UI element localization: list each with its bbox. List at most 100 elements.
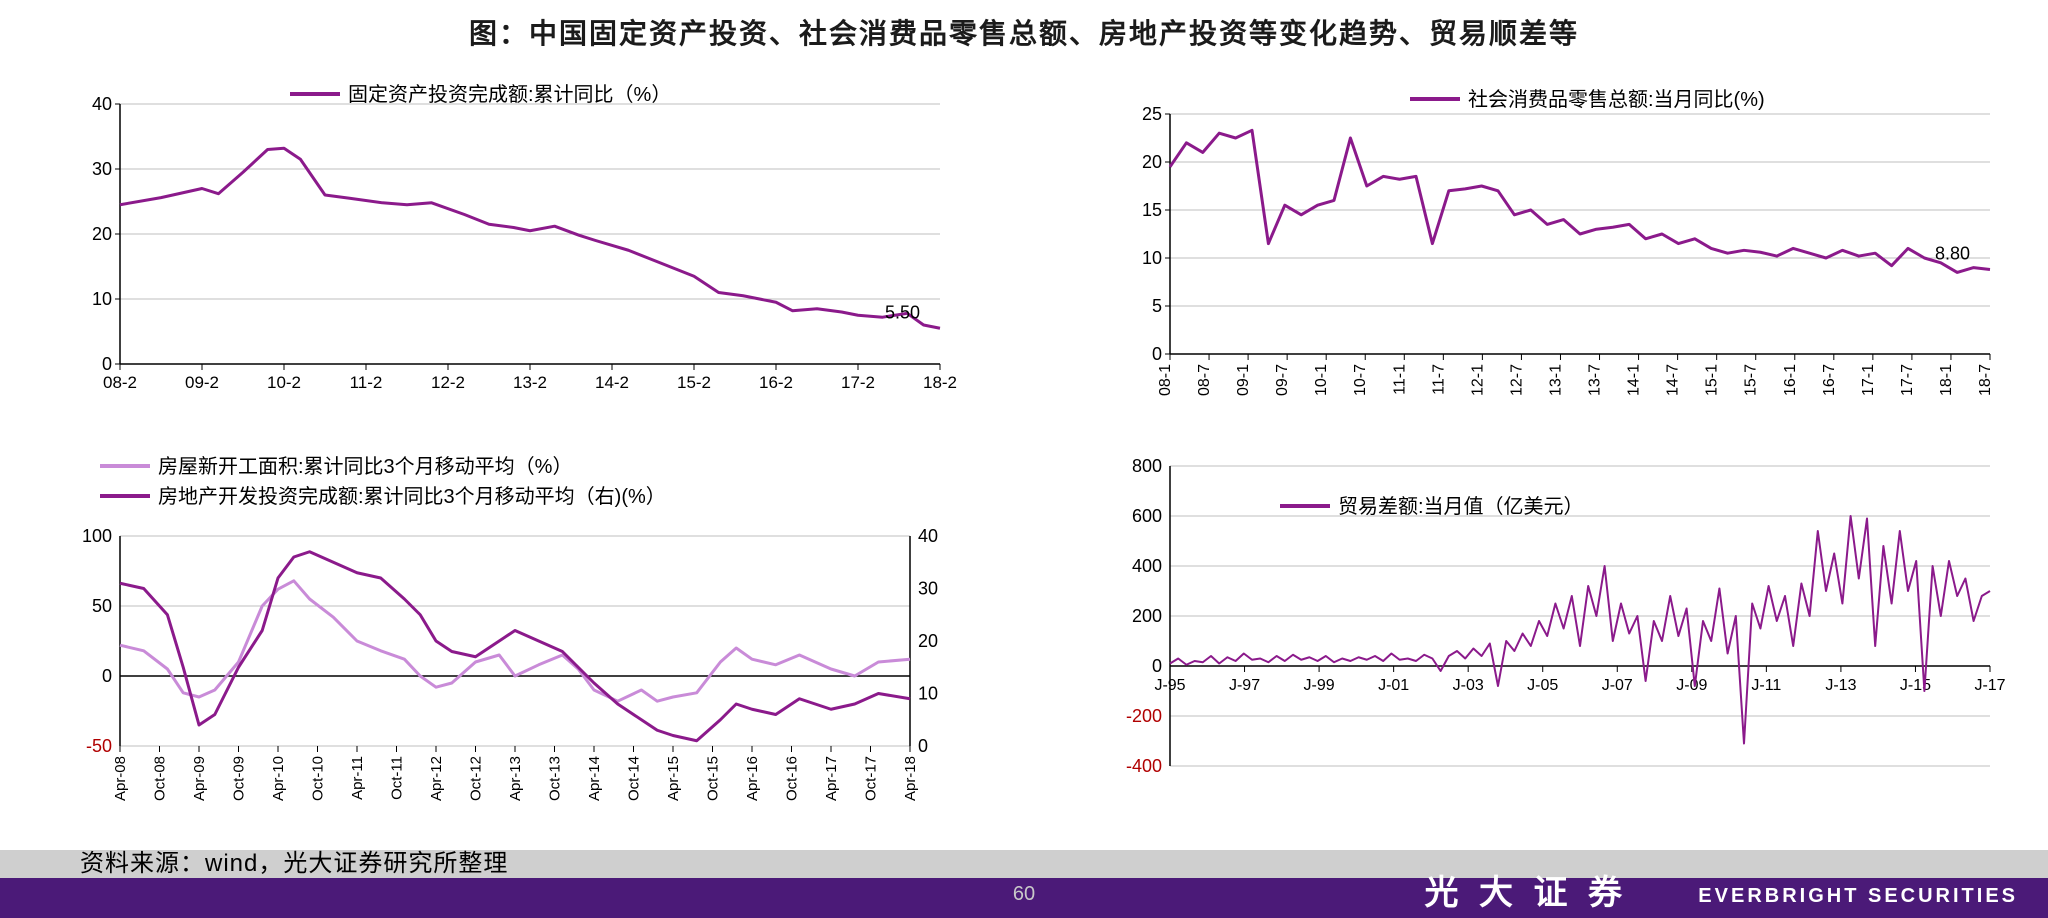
svg-text:-50: -50 [86, 736, 112, 756]
svg-text:15-2: 15-2 [677, 373, 711, 392]
svg-text:16-1: 16-1 [1782, 364, 1799, 396]
svg-text:20: 20 [918, 631, 938, 651]
svg-text:J-15: J-15 [1900, 677, 1931, 694]
svg-text:贸易差额:当月值（亿美元）: 贸易差额:当月值（亿美元） [1338, 495, 1584, 518]
svg-text:0: 0 [1152, 656, 1162, 676]
svg-text:Apr-15: Apr-15 [665, 756, 682, 801]
svg-text:0: 0 [918, 736, 928, 756]
svg-text:Apr-10: Apr-10 [270, 756, 287, 801]
svg-text:10-7: 10-7 [1352, 364, 1369, 396]
svg-text:J-95: J-95 [1154, 677, 1185, 694]
svg-text:Oct-10: Oct-10 [310, 756, 327, 801]
svg-text:J-99: J-99 [1304, 677, 1335, 694]
svg-text:Apr-11: Apr-11 [349, 756, 366, 800]
svg-text:10: 10 [1142, 248, 1162, 268]
svg-text:房屋新开工面积:累计同比3个月移动平均（%）: 房屋新开工面积:累计同比3个月移动平均（%） [158, 455, 572, 478]
svg-text:-400: -400 [1126, 756, 1162, 776]
svg-text:Apr-14: Apr-14 [586, 756, 603, 801]
svg-text:14-7: 14-7 [1665, 364, 1682, 396]
chart-grid: 01020304008-209-210-211-212-213-214-215-… [0, 60, 2048, 850]
svg-text:40: 40 [918, 526, 938, 546]
svg-text:18-2: 18-2 [923, 373, 957, 392]
chart-retail-sales: 051015202508-108-709-109-710-110-711-111… [1080, 64, 2030, 434]
svg-text:J-01: J-01 [1378, 677, 1409, 694]
svg-text:10: 10 [92, 289, 112, 309]
svg-text:15: 15 [1142, 200, 1162, 220]
svg-text:0: 0 [1152, 344, 1162, 364]
svg-text:固定资产投资完成额:累计同比（%）: 固定资产投资完成额:累计同比（%） [348, 83, 671, 106]
svg-text:10-1: 10-1 [1313, 364, 1330, 396]
svg-text:10-2: 10-2 [267, 373, 301, 392]
svg-text:15-1: 15-1 [1704, 364, 1721, 396]
svg-text:09-7: 09-7 [1274, 364, 1291, 396]
svg-text:J-07: J-07 [1602, 677, 1633, 694]
svg-text:14-2: 14-2 [595, 373, 629, 392]
svg-text:J-11: J-11 [1751, 677, 1781, 694]
svg-text:Apr-18: Apr-18 [902, 756, 919, 801]
svg-text:25: 25 [1142, 104, 1162, 124]
svg-text:Oct-11: Oct-11 [389, 756, 406, 800]
page-number: 60 [1013, 883, 1035, 906]
svg-text:J-05: J-05 [1527, 677, 1558, 694]
svg-text:J-13: J-13 [1825, 677, 1856, 694]
svg-text:Apr-17: Apr-17 [823, 756, 840, 801]
svg-text:11-1: 11-1 [1391, 364, 1408, 395]
svg-text:16-7: 16-7 [1821, 364, 1838, 396]
svg-text:12-7: 12-7 [1508, 364, 1525, 396]
svg-text:17-2: 17-2 [841, 373, 875, 392]
svg-text:13-7: 13-7 [1587, 364, 1604, 396]
svg-text:J-17: J-17 [1974, 677, 2005, 694]
panel-trade-balance: -400 -200 0 200 400 600 800 J-95 J-97 J-99 J-01 J-0… [1030, 442, 2048, 850]
svg-text:30: 30 [92, 159, 112, 179]
svg-text:-200: -200 [1126, 706, 1162, 726]
panel-real-estate: -50050100010203040Apr-08Oct-08Apr-09Oct-… [0, 442, 1030, 850]
svg-text:11-2: 11-2 [350, 373, 383, 392]
svg-text:Apr-12: Apr-12 [428, 756, 445, 801]
svg-text:J-97: J-97 [1229, 677, 1260, 694]
svg-text:30: 30 [918, 579, 938, 599]
svg-text:08-2: 08-2 [103, 373, 137, 392]
svg-text:18-1: 18-1 [1938, 364, 1955, 396]
svg-text:11-7: 11-7 [1430, 364, 1447, 395]
chart-trade-balance: -400 -200 0 200 400 600 800 J-95 J-97 J-99 J-01 J-0… [1080, 446, 2030, 846]
svg-text:Oct-16: Oct-16 [784, 756, 801, 801]
svg-text:8.80: 8.80 [1935, 244, 1970, 264]
svg-text:Apr-16: Apr-16 [744, 756, 761, 801]
footer: 资料来源：wind，光大证券研究所整理 60 光 大 证 券 EVERBRIGH… [0, 850, 2048, 918]
svg-text:12-2: 12-2 [431, 373, 465, 392]
svg-text:Oct-08: Oct-08 [152, 756, 169, 801]
svg-text:800: 800 [1132, 456, 1162, 476]
svg-text:Oct-09: Oct-09 [231, 756, 248, 801]
svg-text:Apr-13: Apr-13 [507, 756, 524, 801]
chart-fixed-asset: 01020304008-209-210-211-212-213-214-215-… [50, 64, 1000, 434]
svg-text:20: 20 [92, 224, 112, 244]
svg-text:14-1: 14-1 [1626, 364, 1643, 396]
svg-text:100: 100 [82, 526, 112, 546]
svg-text:13-1: 13-1 [1547, 364, 1564, 396]
brand-en: EVERBRIGHT SECURITIES [1698, 885, 2018, 908]
svg-text:09-1: 09-1 [1235, 364, 1252, 396]
svg-text:18-7: 18-7 [1977, 364, 1994, 396]
svg-text:17-1: 17-1 [1860, 364, 1877, 396]
chart-real-estate: -50050100010203040Apr-08Oct-08Apr-09Oct-… [50, 446, 1000, 846]
svg-text:Oct-14: Oct-14 [626, 756, 643, 801]
svg-text:5: 5 [1152, 296, 1162, 316]
svg-text:Oct-15: Oct-15 [705, 756, 722, 801]
source-text: 资料来源：wind，光大证券研究所整理 [80, 850, 508, 878]
svg-text:Oct-17: Oct-17 [863, 756, 880, 801]
svg-text:16-2: 16-2 [759, 373, 793, 392]
svg-text:Apr-08: Apr-08 [112, 756, 129, 801]
panel-fixed-asset-investment: 01020304008-209-210-211-212-213-214-215-… [0, 60, 1030, 442]
brand-cn: 光 大 证 券 [1425, 865, 1629, 914]
panel-retail-sales: 051015202508-108-709-109-710-110-711-111… [1030, 60, 2048, 442]
svg-text:10: 10 [918, 684, 938, 704]
svg-text:17-7: 17-7 [1899, 364, 1916, 396]
svg-text:200: 200 [1132, 606, 1162, 626]
svg-text:J-03: J-03 [1453, 677, 1484, 694]
svg-text:Oct-12: Oct-12 [468, 756, 485, 801]
svg-text:600: 600 [1132, 506, 1162, 526]
svg-text:20: 20 [1142, 152, 1162, 172]
svg-text:Apr-09: Apr-09 [191, 756, 208, 801]
svg-text:12-1: 12-1 [1469, 364, 1486, 396]
svg-text:400: 400 [1132, 556, 1162, 576]
